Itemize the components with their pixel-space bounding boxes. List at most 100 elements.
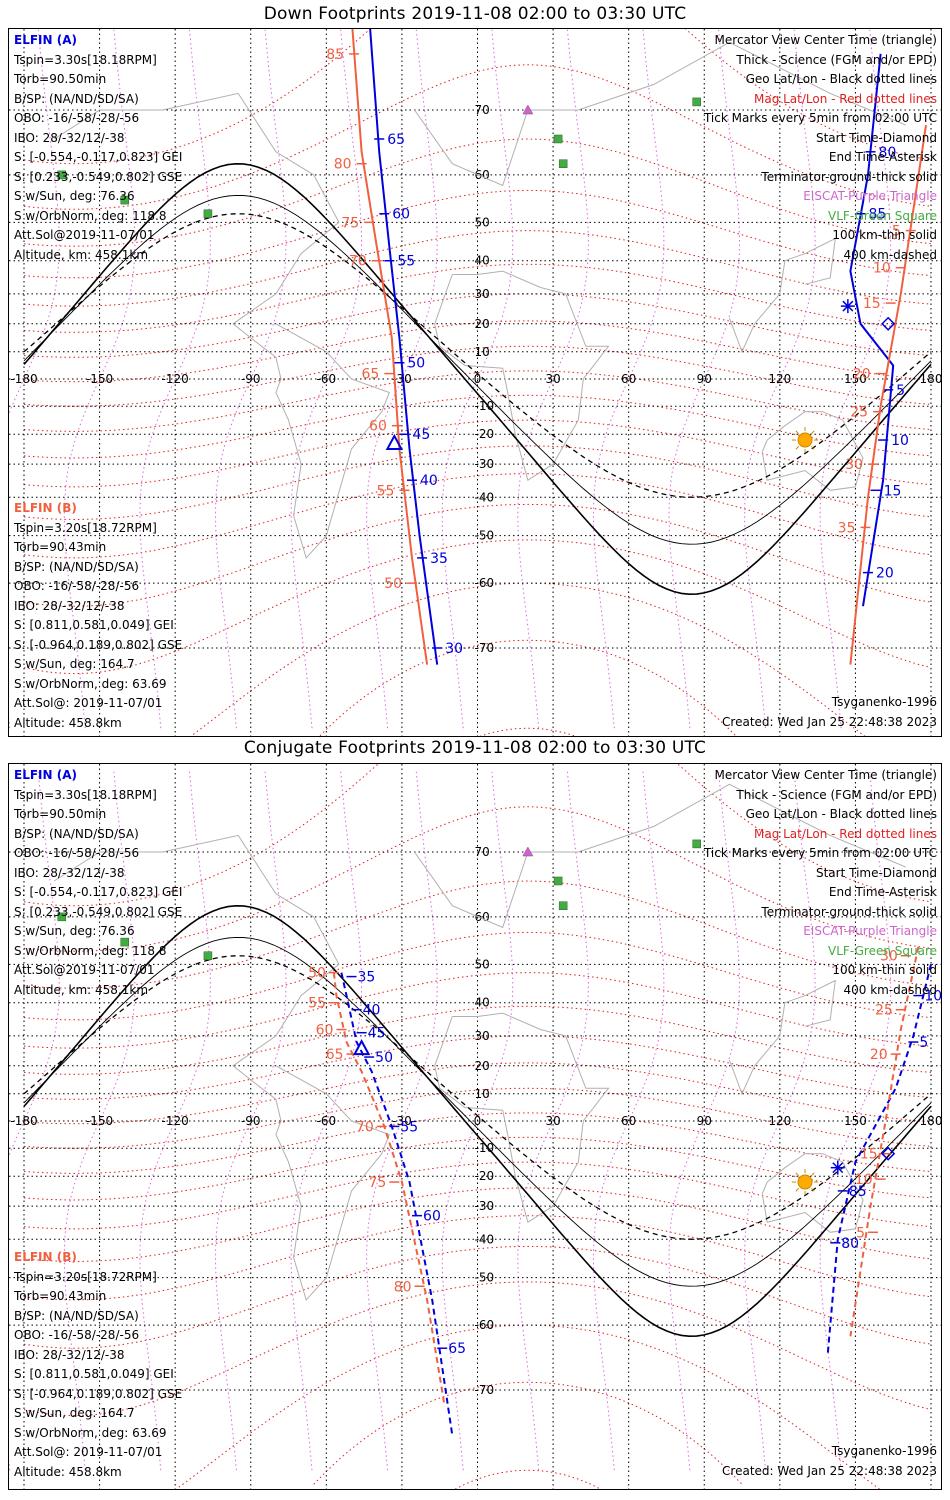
elfin-b-info: ELFIN (B) Tspin=3.20s[18.72RPM] Torb=90.4… [14,1248,182,1482]
elfin-a-param-line: S: [-0.554,-0.117,0.823] GEI [14,150,183,164]
legend-entry: VLF-Green Square [828,943,937,958]
elfin-b-track [826,964,932,1355]
elfin-a-track-label: 60 [423,1209,441,1225]
elfin-a-track-label: 55 [400,1119,418,1135]
legend-entry: Mag Lat/Lon - Red dotted lines [753,826,937,841]
lon-tick-label: 150 [844,1114,867,1128]
mag-lon-line [290,29,363,729]
lat-tick-label: -40 [475,1232,495,1246]
elfin-a-param-line: OBO: -16/-58/-28/-56 [14,846,140,860]
elfin-b-mag-label: 30 [845,457,863,473]
legend-entry: VLF-Green Square [828,208,937,223]
elfin-a-track-label: 40 [363,1003,381,1019]
legend-entry: Start Time-Diamond [815,130,937,145]
sun-ray [795,1172,800,1177]
lat-tick-label: 70 [475,845,490,859]
lat-tick-label: -70 [475,641,495,655]
sun-ray [795,430,800,435]
lat-tick-label: -60 [475,576,495,590]
elfin-a-param-line: Torb=90.50min [14,72,107,86]
elfin-b-mag-label: 15 [863,296,881,312]
elfin-b-param-line: Att.Sol@: 2019-11-07/01 [14,696,163,710]
elfin-a-param-line: S: [-0.554,-0.117,0.823] GEI [14,885,183,899]
center-time-triangle-icon [352,1039,371,1056]
vlf-square-icon [120,937,130,947]
coastline [434,1012,610,1223]
elfin-a-mag-label: 85 [326,47,344,63]
lat-tick-label: -20 [475,427,495,441]
elfin-a-mag-label: 70 [356,1119,374,1135]
lon-tick-label: -120 [162,372,189,386]
elfin-b-lines: Tspin=3.20s[18.72RPM] Torb=90.43min B/SP: … [14,519,182,734]
elfin-b-mag-label: 20 [853,367,871,383]
mag-lon-line [668,29,741,729]
elfin-a-mag [332,972,446,1407]
created-timestamp: Created: Wed Jan 25 22:48:38 2023 [722,715,937,729]
lat-tick-label: 40 [475,254,490,268]
elfin-a-mag-label: 50 [308,966,326,982]
elfin-a-param-line: IBO: 28/-32/12/-38 [14,130,125,145]
elfin-a-track-label: 35 [430,551,448,567]
lon-tick-label: 150 [844,372,867,386]
legend-entry: 100 km-thin solid [832,228,937,242]
elfin-b-track-label: 85 [849,1184,867,1200]
legend-entry: Tick Marks every 5min from 02:00 UTC [703,846,937,860]
coastline [53,834,390,1301]
lon-tick-label: -60 [317,372,337,386]
elfin-a-param-line: S w/OrbNorm, deg: 118.8 [14,208,167,223]
legend-entry: Geo Lat/Lon - Black dotted lines [745,72,937,86]
start-diamond-icon [881,316,896,331]
vlf-square-icon [203,951,213,960]
conjugate-footprints-map: 70 60 50 40 30 20 10 -10 -20 -30 -40 -50 -60 -70 -180-… [8,763,942,1490]
lat-tick-label: -40 [475,490,495,504]
elfin-b-param-line: IBO: 28/-32/12/-38 [14,598,125,613]
sun-ray [795,446,800,450]
coastline [761,1153,864,1233]
coastline [728,237,836,354]
vlf-square-icon [203,209,213,218]
elfin-b-mag-label: 25 [850,405,868,421]
elfin-b-mag-label: 15 [860,1147,878,1163]
eiscat-triangle-icon [522,104,534,115]
elfin-b-param-line: OBO: -16/-58/-28/-56 [14,579,140,593]
lat-tick-label: 10 [475,1087,490,1101]
elfin-b-mag-label: 5 [892,224,901,240]
legend-entry: End Time-Asterisk [828,150,937,164]
lon-tick-label: 180 [920,1114,941,1128]
lat-tick-label: 20 [475,1059,490,1073]
lat-tick-label: 60 [475,910,490,924]
elfin-a-track-label: 50 [407,356,425,372]
lat-tick-label: -30 [475,1199,495,1213]
end-asterisk-icon [842,300,854,312]
center-time-triangle-icon [385,433,404,450]
elfin-a-heading: ELFIN (A) [14,33,77,47]
vlf-square-icon [558,901,568,910]
elfin-a-mag-label: 75 [369,1175,387,1191]
mag-lon-line [517,29,589,729]
vlf-square-icon [120,195,130,205]
conjugate-panel-title: Conjugate Footprints 2019-11-08 02:00 to… [243,738,707,758]
down-footprints-map: 70 60 50 40 30 20 10 -10 -20 -30 -40 -50 -60 -70 -180-… [8,28,942,737]
elfin-a-param-line: Att.Sol@2019-11-07/01 [14,228,155,242]
legend-entry: Mag Lat/Lon - Red dotted lines [753,91,937,106]
elfin-b-heading: ELFIN (B) [14,501,77,515]
elfin-a-lines: Tspin=3.30s[18.18RPM] Torb=90.50min B/SP: … [14,786,182,1001]
elfin-b-param-line: S: [0.811,0.581,0.049] GEI [14,618,174,632]
elfin-b-param-line: S w/OrbNorm, deg: 63.69 [14,1425,167,1440]
lat-tick-label: 50 [475,957,490,971]
model-label: Tsyganenko-1996 [831,695,937,709]
lon-tick-label: 90 [697,1114,712,1128]
legend-entry: Thick - Science (FGM and/or EPD) [736,52,937,67]
lat-tick-label: 20 [475,317,490,331]
elfin-a-param-line: S: [0.233,-0.549,0.802] GSE [14,904,183,919]
vlf-square-icon [57,912,67,922]
lat-tick-label: 30 [475,287,490,301]
lon-tick-label: -30 [392,372,412,386]
mag-lat-line [190,582,866,736]
elfin-b-track-label: 85 [868,207,886,223]
sun-ray [811,1188,815,1192]
elfin-a-mag-label: 60 [316,1023,334,1039]
sun-ray [795,1188,800,1192]
elfin-b-mag [849,124,927,665]
elfin-a-track-label: 55 [397,254,415,270]
